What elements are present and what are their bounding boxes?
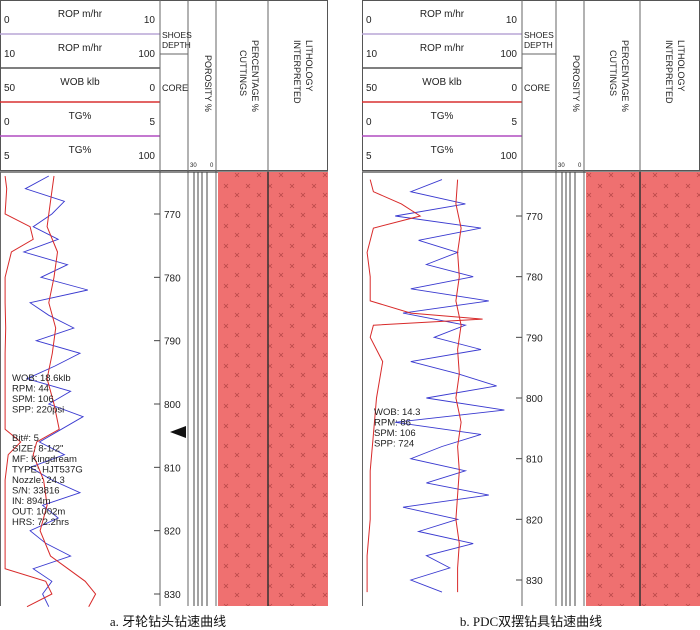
porosity-right: 0: [578, 163, 582, 169]
porosity-left: 30: [190, 163, 197, 169]
header-row-left: 5: [4, 151, 10, 162]
cuttings-label-1: CUTTINGS: [608, 50, 618, 96]
cuttings-label-1: CUTTINGS: [238, 50, 248, 96]
porosity-label: POROSITY %: [571, 55, 581, 112]
header-row-left: 0: [4, 117, 10, 128]
panel-caption: b. PDC双摆钻具钻速曲线: [460, 614, 602, 629]
depth-tick-label: 820: [164, 527, 181, 538]
header-row-left: 50: [4, 83, 16, 94]
shoes-depth-label-1: SHOES: [162, 30, 192, 40]
curve-tg-: [4, 175, 53, 608]
depth-tick-label: 790: [526, 333, 543, 344]
bit-note: Nozzle: 24.3: [12, 475, 65, 486]
bit-note: MF: Kingdream: [12, 454, 77, 465]
porosity-left: 30: [558, 163, 565, 169]
header-row-left: 10: [4, 49, 16, 60]
lithology-fill: [640, 172, 700, 606]
header-row-label: ROP m/hr: [420, 9, 465, 20]
panel-caption: a. 牙轮钻头钻速曲线: [110, 614, 226, 629]
header-row-right: 100: [138, 49, 155, 60]
lithology-label-1: INTERPRETED: [664, 40, 674, 104]
depth-tick-label: 810: [526, 455, 543, 466]
cuttings-fill: [218, 172, 268, 606]
header-row-right: 5: [511, 117, 517, 128]
header-row-label: TG%: [69, 111, 92, 122]
header-row-label: ROP m/hr: [58, 43, 103, 54]
depth-tick-label: 830: [526, 576, 543, 587]
curve-tg-: [366, 179, 483, 593]
bit-note: WOB: 18.6klb: [12, 373, 71, 384]
curve-rop-m-hr-10-100-: [455, 179, 462, 593]
header-row-left: 0: [366, 15, 372, 26]
cuttings-label-2: PERCENTAGE %: [620, 40, 630, 112]
curve-rop-m-hr-10-100-: [32, 175, 97, 607]
header-row-right: 10: [144, 15, 156, 26]
shoes-depth-label-1: SHOES: [524, 30, 554, 40]
shoes-depth-label-2: DEPTH: [524, 40, 553, 50]
depth-tick-label: 800: [526, 394, 543, 405]
header-row-left: 50: [366, 83, 378, 94]
lithology-label-2: LITHOLOGY: [304, 40, 314, 92]
bit-note: OUT: 1002m: [12, 507, 65, 518]
shoes-depth-label-2: DEPTH: [162, 40, 191, 50]
lithology-fill: [268, 172, 328, 606]
core-label: CORE: [162, 83, 188, 93]
header-row-label: TG%: [431, 111, 454, 122]
depth-tick-label: 810: [164, 463, 181, 474]
depth-tick-label: 780: [526, 273, 543, 284]
bit-note: SPM: 106: [12, 394, 54, 405]
bit-note: IN: 894m: [12, 496, 51, 507]
cuttings-label-2: PERCENTAGE %: [250, 40, 260, 112]
header-row-label: TG%: [431, 145, 454, 156]
depth-tick-label: 820: [526, 515, 543, 526]
header-row-right: 100: [138, 151, 155, 162]
core-label: CORE: [524, 83, 550, 93]
bit-note: SPP: 220psi: [12, 405, 64, 416]
lithology-label-2: LITHOLOGY: [676, 40, 686, 92]
header-row-right: 5: [149, 117, 155, 128]
bit-note: RPM: 86: [374, 418, 411, 429]
bit-note: SIZE: 8-1/2": [12, 444, 63, 455]
depth-tick-label: 790: [164, 337, 181, 348]
header-row-right: 0: [149, 83, 155, 94]
header-row-right: 100: [500, 49, 517, 60]
depth-tick-label: 830: [164, 590, 181, 601]
curve-rop-m-hr-0-10-: [395, 179, 505, 593]
header-row-label: WOB klb: [60, 77, 100, 88]
curve-rop-m-hr-0-10-: [22, 175, 88, 607]
bit-note: RPM: 44: [12, 384, 49, 395]
depth-tick-label: 800: [164, 400, 181, 411]
header-row-right: 0: [511, 83, 517, 94]
header-row-label: TG%: [69, 145, 92, 156]
header-row-right: 100: [500, 151, 517, 162]
bit-note: SPM: 106: [374, 428, 416, 439]
header-row-left: 0: [366, 117, 372, 128]
porosity-right: 0: [210, 163, 214, 169]
bit-note: WOB: 14.3: [374, 407, 420, 418]
bit-note: TYPE: HJT537G: [12, 465, 83, 476]
header-row-left: 10: [366, 49, 378, 60]
depth-tick-label: 770: [164, 210, 181, 221]
bit-note: SPP: 724: [374, 439, 414, 450]
header-frame: [0, 0, 328, 171]
header-row-right: 10: [506, 15, 518, 26]
cuttings-fill: [586, 172, 640, 606]
depth-tick-label: 780: [164, 273, 181, 284]
depth-tick-label: 770: [526, 212, 543, 223]
bit-note: HRS: 72.2hrs: [12, 517, 69, 528]
header-row-left: 0: [4, 15, 10, 26]
header-row-label: WOB klb: [422, 77, 462, 88]
header-row-label: ROP m/hr: [58, 9, 103, 20]
bit-note: S/N: 33816: [12, 486, 60, 497]
lithology-label-1: INTERPRETED: [292, 40, 302, 104]
header-row-left: 5: [366, 151, 372, 162]
porosity-label: POROSITY %: [203, 55, 213, 112]
shoe-marker: [170, 426, 186, 438]
bit-note: Bit#: 5: [12, 433, 39, 444]
header-row-label: ROP m/hr: [420, 43, 465, 54]
